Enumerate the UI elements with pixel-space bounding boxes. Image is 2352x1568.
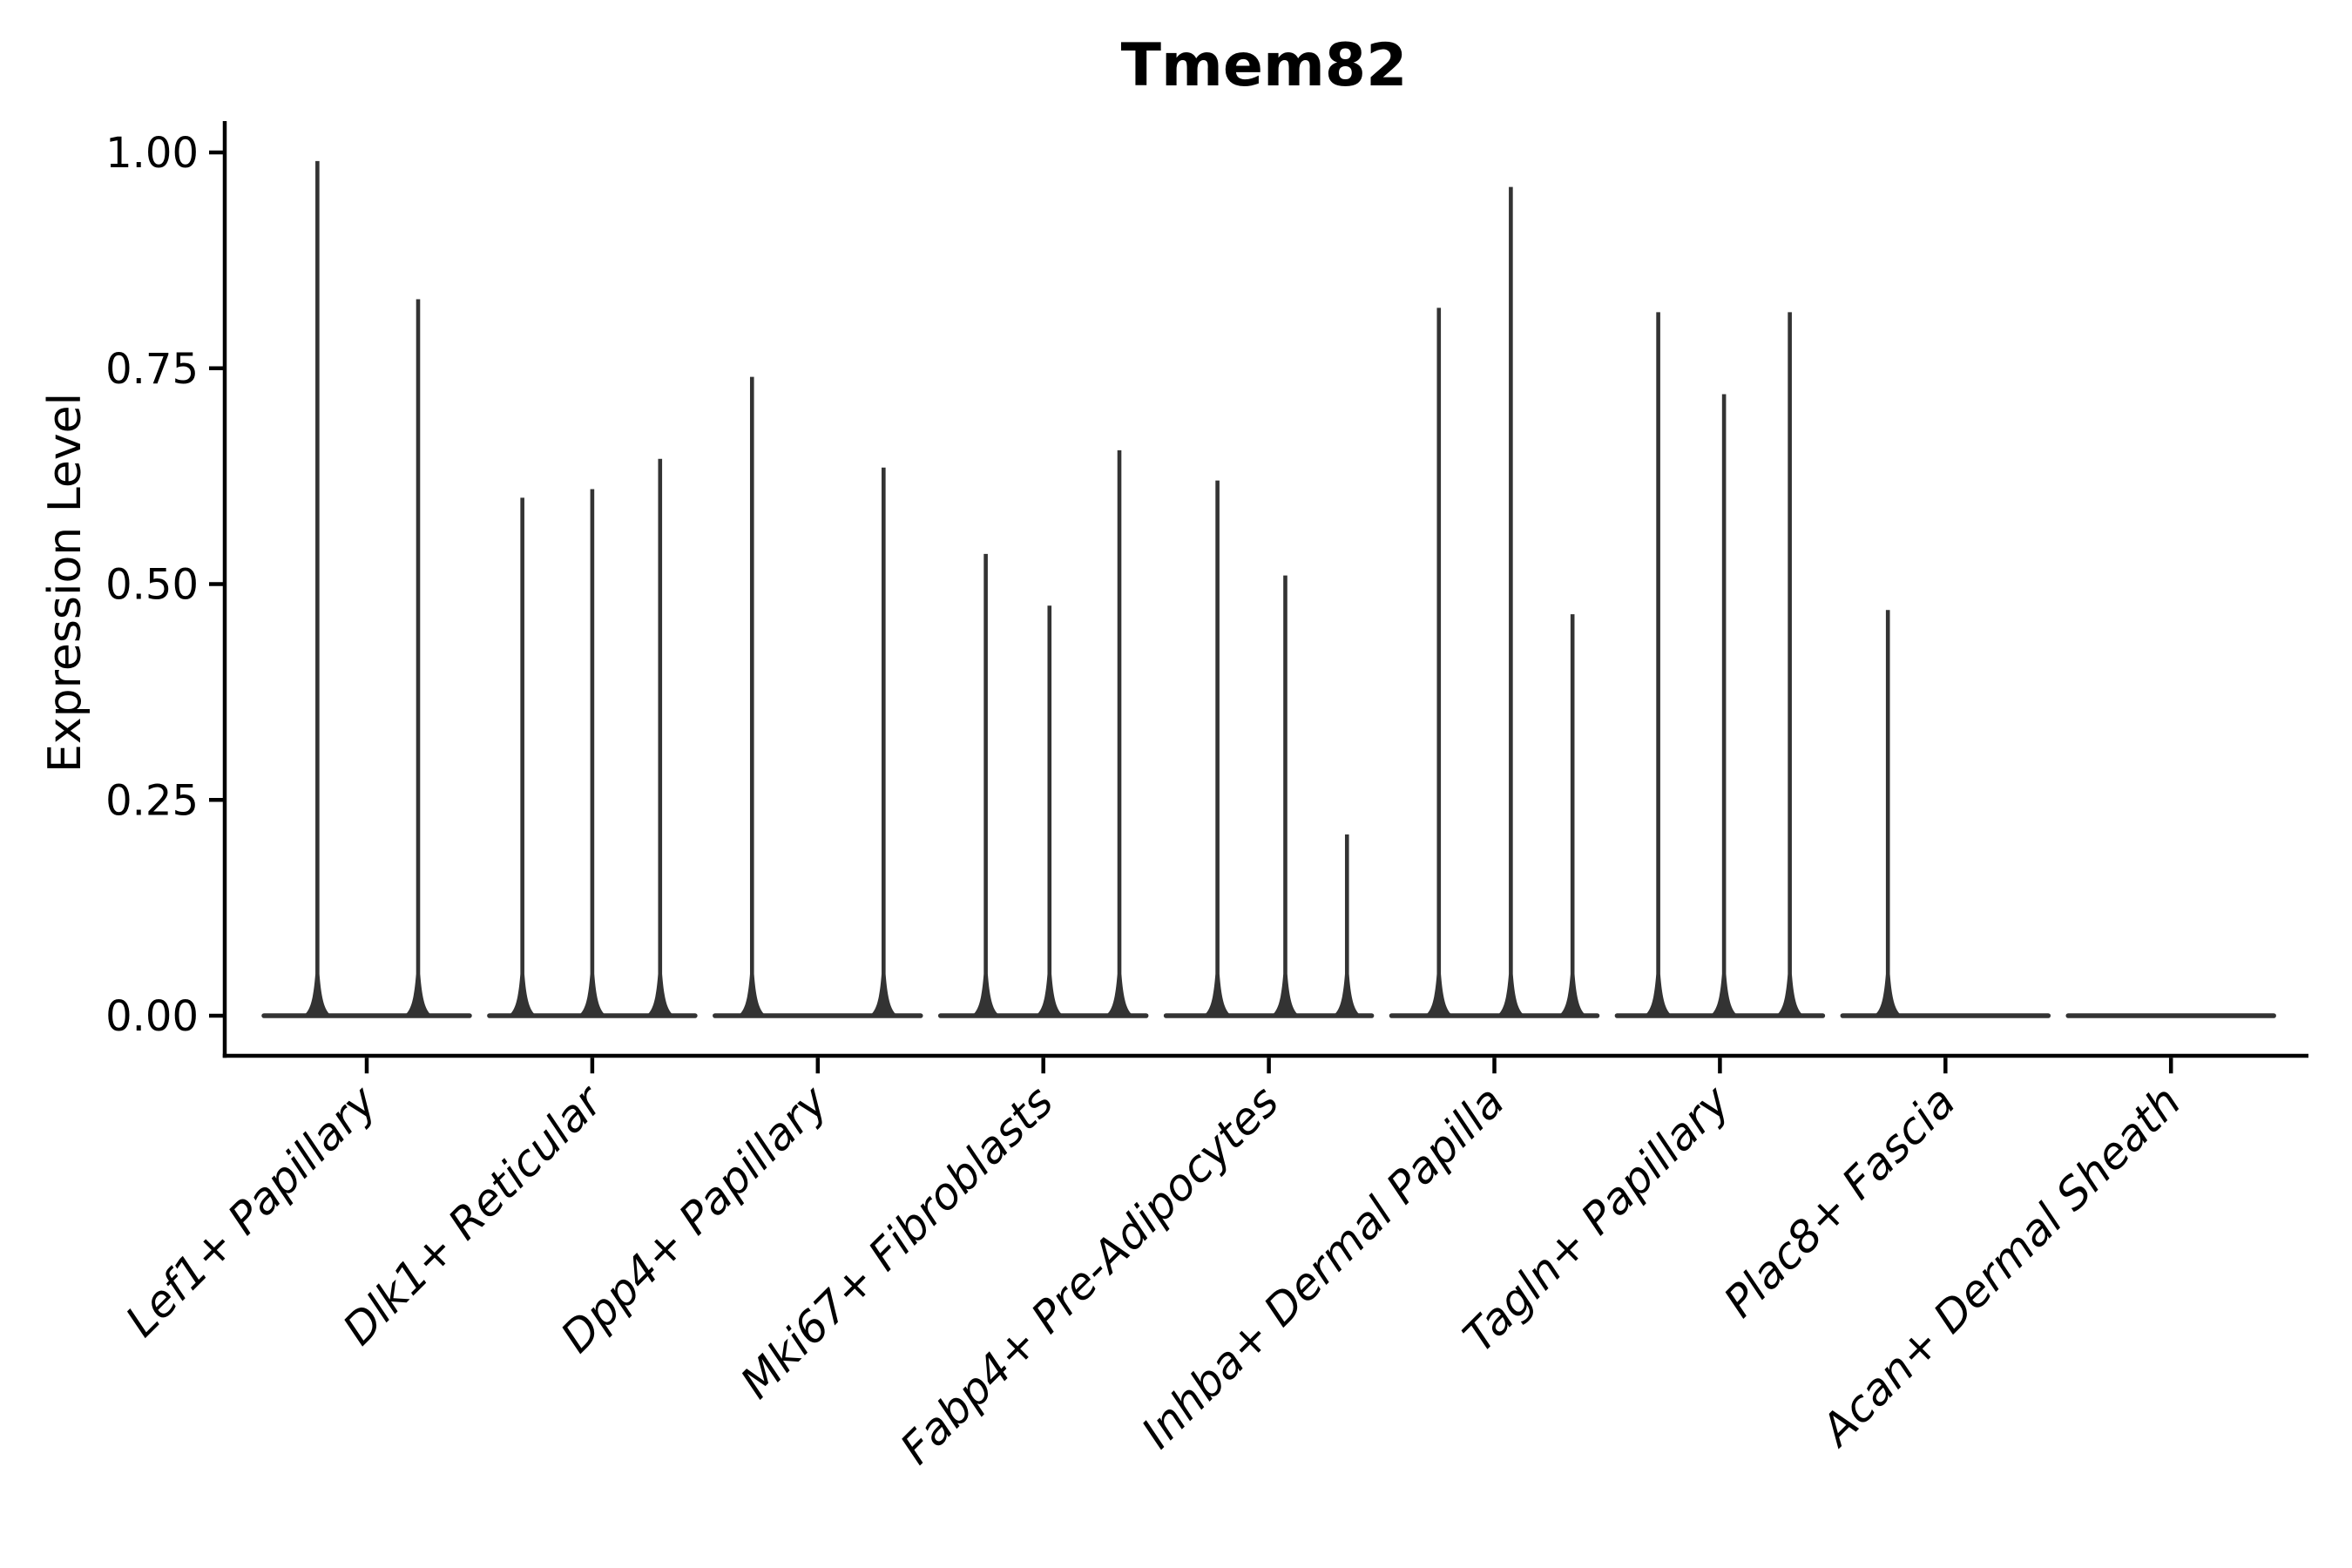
x-tick-label: Acan+ Dermal Sheath	[1810, 1076, 2191, 1456]
violin	[937, 449, 1149, 1018]
x-tick-label: Fabp4+ Pre-Adipocytes	[891, 1076, 1289, 1474]
violin-spike	[1496, 186, 1526, 1016]
violin-spike	[403, 299, 433, 1017]
violin-spike	[1034, 605, 1064, 1016]
violin-spike	[302, 160, 333, 1016]
violin	[1389, 186, 1600, 1018]
violin-spike	[1774, 312, 1805, 1017]
chart-title: Tmem82	[1121, 31, 1408, 100]
violin-spike	[1709, 394, 1740, 1017]
violin	[1163, 480, 1375, 1018]
y-tick-label: 0.00	[105, 992, 199, 1041]
violin-spike	[1270, 575, 1301, 1016]
violin-spike	[1332, 834, 1362, 1016]
violin-spike	[1105, 449, 1135, 1016]
violin-spike	[1873, 610, 1903, 1016]
violin-spike	[507, 497, 537, 1016]
violin	[487, 458, 698, 1018]
violin-spike	[1202, 480, 1233, 1016]
x-tick-label: Inhba+ Dermal Papilla	[1132, 1076, 1514, 1457]
violin-spike	[1643, 312, 1673, 1017]
violin-spike	[1423, 308, 1454, 1016]
violin-spike	[737, 376, 767, 1016]
violin	[713, 376, 923, 1018]
violins-group	[261, 160, 2276, 1018]
violin-spike	[645, 458, 675, 1016]
y-tick-label: 0.50	[105, 561, 199, 610]
violin-spike	[868, 467, 899, 1016]
y-axis-label: Expression Level	[39, 393, 91, 773]
violin	[1614, 312, 1826, 1018]
y-tick-label: 0.25	[105, 776, 199, 825]
y-tick-label: 1.00	[105, 129, 199, 178]
violin-spike	[577, 489, 607, 1016]
violin	[261, 160, 472, 1018]
axes-group	[209, 121, 2308, 1074]
violin-spike	[970, 553, 1001, 1016]
x-tick-label: Plac8+ Fascia	[1714, 1076, 1965, 1327]
violin-spike	[1558, 614, 1588, 1016]
y-tick-label: 0.75	[105, 345, 199, 394]
violin	[1840, 610, 2051, 1018]
